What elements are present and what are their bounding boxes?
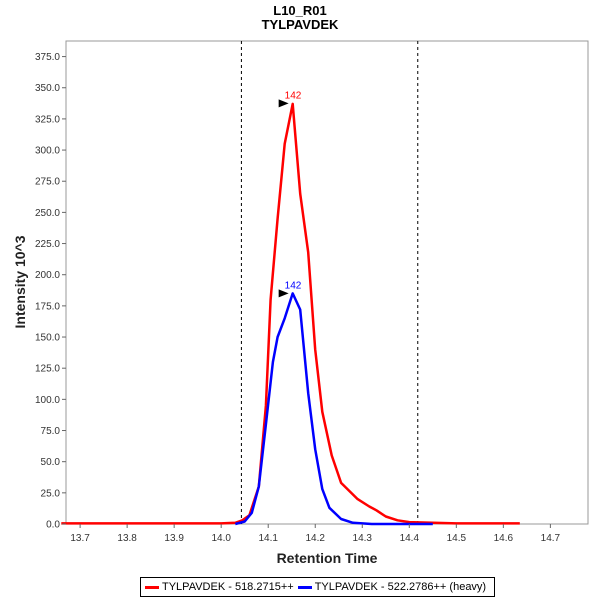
- x-tick-label: 14.3: [353, 533, 373, 544]
- y-tick-label: 200.0: [35, 270, 60, 281]
- boundary-lines: [240, 41, 419, 524]
- x-tick-label: 14.7: [541, 533, 561, 544]
- y-tick-label: 0.0: [46, 520, 60, 531]
- y-axis-title: Intensity 10^3: [12, 235, 28, 328]
- x-tick-label: 14.0: [211, 533, 231, 544]
- legend-swatch-light: [145, 585, 159, 589]
- peak-marker-0: [278, 99, 289, 108]
- x-tick-label: 14.2: [306, 533, 326, 544]
- legend: TYLPAVDEK - 518.2715++ TYLPAVDEK - 522.2…: [140, 577, 496, 597]
- y-tick-label: 125.0: [35, 364, 60, 375]
- y-tick-label: 25.0: [41, 488, 61, 499]
- x-tick-label: 14.1: [258, 533, 278, 544]
- y-tick-label: 50.0: [41, 457, 61, 468]
- legend-item-heavy: TYLPAVDEK - 522.2786++ (heavy): [297, 581, 487, 593]
- chart-title: L10_R01: [273, 3, 326, 18]
- peak-marker-1: [278, 289, 289, 298]
- y-tick-label: 275.0: [35, 177, 60, 188]
- y-tick-label: 300.0: [35, 146, 60, 157]
- series-line-0: [61, 102, 520, 525]
- x-axis-title: Retention Time: [277, 550, 378, 566]
- chart-subtitle: TYLPAVDEK: [262, 17, 339, 32]
- x-tick-label: 14.6: [494, 533, 514, 544]
- legend-swatch-heavy: [297, 585, 312, 589]
- x-axis: 13.7 13.8 13.9 14.0 14.1 14.2 14.3 14.4 14.5 14.6…: [70, 524, 561, 544]
- legend-label-heavy: TYLPAVDEK - 522.2786++ (heavy): [314, 581, 487, 593]
- x-tick-label: 14.4: [400, 533, 420, 544]
- y-tick-label: 175.0: [35, 301, 60, 312]
- y-tick-label: 100.0: [35, 395, 60, 406]
- peak-label-0: 142: [285, 90, 302, 101]
- y-axis: 0.0 25.0 50.0 75.0 100.0 125.0 150.0 175.0 200.0…: [35, 52, 66, 531]
- legend-item-light: TYLPAVDEK - 518.2715++: [145, 581, 294, 593]
- series-line-1: [234, 292, 433, 526]
- x-tick-label: 13.8: [117, 533, 137, 544]
- series-group: 142 142: [61, 90, 520, 526]
- y-tick-label: 225.0: [35, 239, 60, 250]
- legend-label-light: TYLPAVDEK - 518.2715++: [162, 581, 294, 593]
- y-tick-label: 75.0: [41, 426, 61, 437]
- y-tick-label: 150.0: [35, 333, 60, 344]
- y-tick-label: 375.0: [35, 52, 60, 63]
- y-tick-label: 350.0: [35, 83, 60, 94]
- plot-area: [65, 40, 589, 525]
- x-tick-label: 13.9: [164, 533, 184, 544]
- y-tick-label: 325.0: [35, 114, 60, 125]
- peak-label-1: 142: [285, 280, 302, 291]
- y-tick-label: 250.0: [35, 208, 60, 219]
- x-tick-label: 14.5: [447, 533, 467, 544]
- x-tick-label: 13.7: [70, 533, 90, 544]
